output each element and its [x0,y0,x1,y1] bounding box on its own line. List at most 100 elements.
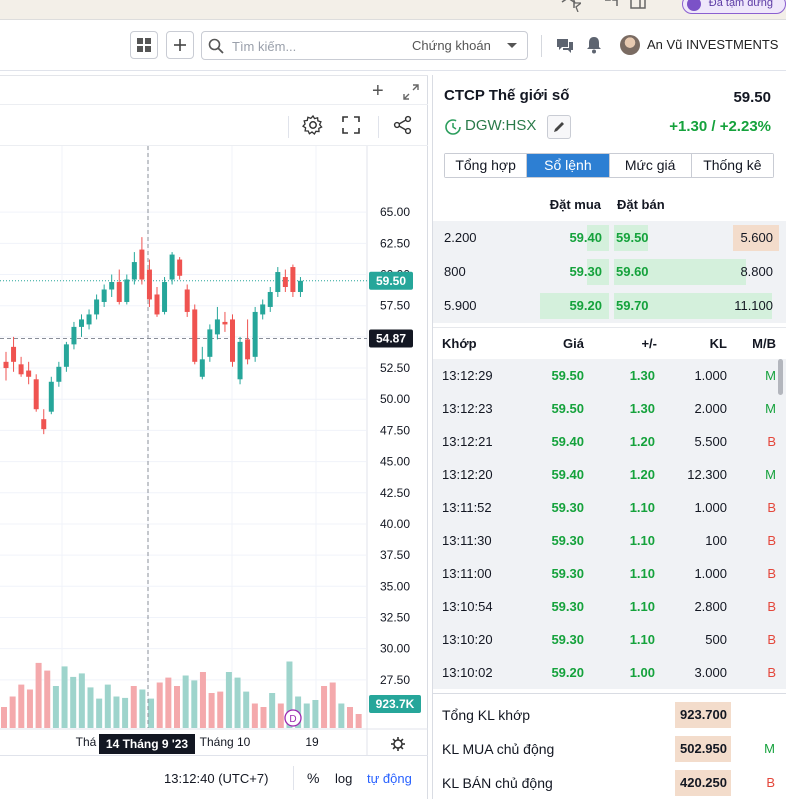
volume-bar [113,696,120,728]
candle-body [214,319,220,335]
sidebar-icon[interactable] [630,0,646,12]
trades-header: Khớp Giá +/- KL M/B [433,327,786,355]
table-row[interactable]: 13:10:20 59.30 1.10 500 B [433,623,786,656]
candle-body [3,361,9,369]
expand-icon[interactable] [403,84,419,100]
ask-qty: 11.100 [734,298,773,313]
tab-summary[interactable]: Tổng hợp [445,154,528,177]
y-tick-label: 65.00 [380,205,410,219]
tab-price-levels[interactable]: Mức giá [609,154,692,177]
share-icon[interactable] [393,115,413,135]
plus-icon [174,39,186,51]
order-book-row[interactable]: 5.900 59.20 59.70 11.100 [433,289,786,323]
stock-symbol[interactable]: DGW:HSX [465,117,537,134]
tool-divider [288,116,289,138]
add-chart-button[interactable]: + [372,80,384,102]
user-name[interactable]: An Vũ INVESTMENTS [647,37,779,52]
order-book-row[interactable]: 800 59.30 59.60 8.800 [433,255,786,289]
star-icon[interactable] [565,0,581,12]
x-tick-label: Thá [76,735,97,749]
volume-bar [312,700,319,728]
candle-body [79,319,84,327]
tab-order-book[interactable]: Sổ lệnh [527,154,610,177]
candle-body [230,319,235,362]
trades-list[interactable]: 13:12:29 59.50 1.30 1.000 M 13:12:23 59.50 1.30… [433,359,786,689]
auto-scale-button[interactable]: tự động [367,771,412,786]
trade-price: 59.40 [551,434,584,449]
puzzle-icon[interactable] [603,0,619,12]
table-row[interactable]: 13:12:20 59.40 1.20 12.300 M [433,458,786,491]
volume-bar [208,693,215,728]
trade-price: 59.30 [551,500,584,515]
clock-refresh-icon [445,119,461,135]
candle-body [192,309,198,362]
price-change: +1.30 / +2.23% [669,118,771,135]
chat-icon[interactable] [556,37,574,55]
add-button[interactable] [166,31,194,59]
volume-bar [347,707,353,728]
ask-qty: 5.600 [740,230,773,245]
gear-icon[interactable] [302,114,324,136]
candle-body [169,254,175,280]
search-box[interactable]: Chứng khoán [201,31,528,60]
table-row[interactable]: 13:12:29 59.50 1.30 1.000 M [433,359,786,392]
bottom-divider [293,766,294,790]
table-row[interactable]: 13:10:02 59.20 1.00 3.000 B [433,656,786,689]
volume-bar [355,714,362,728]
profile-paused-pill[interactable]: Đã tạm dừng [681,0,786,14]
order-book-row[interactable]: 2.200 59.40 59.50 5.600 [433,221,786,255]
crosshair-price-badge [369,329,413,348]
trade-time: 13:11:00 [442,566,492,581]
last-price-label: 59.50 [376,274,406,288]
bell-icon[interactable] [586,36,602,54]
volume-bar [44,670,51,728]
table-row[interactable]: 13:11:52 59.30 1.10 1.000 B [433,491,786,524]
trade-volume: 100 [705,533,727,548]
avatar[interactable] [620,35,640,55]
edit-symbol-button[interactable] [547,115,571,139]
table-row[interactable]: 13:11:00 59.30 1.10 1.000 B [433,557,786,590]
candle-body [109,282,115,290]
bid-price: 59.30 [569,264,602,279]
chevron-down-icon[interactable] [507,43,517,48]
bid-depth-bar [587,259,609,285]
ask-price: 59.70 [616,298,649,313]
tab-statistics[interactable]: Thống kê [691,154,773,177]
search-input[interactable] [232,35,402,57]
axis-settings-icon[interactable] [391,737,405,751]
log-scale-button[interactable]: log [335,771,353,786]
ask-price: 59.50 [616,230,649,245]
ask-price: 59.60 [616,264,649,279]
candle-body [245,339,251,360]
trade-side: B [767,599,776,614]
y-tick-label: 45.00 [380,455,410,469]
volume-bar [156,682,163,728]
layout-grid-button[interactable] [130,31,158,59]
table-row[interactable]: 13:11:30 59.30 1.10 100 B [433,524,786,557]
volume-bar [303,703,310,728]
trade-side: B [767,500,776,515]
table-row[interactable]: 13:12:23 59.50 1.30 2.000 M [433,392,786,425]
table-row[interactable]: 13:12:21 59.40 1.20 5.500 B [433,425,786,458]
candlestick-chart[interactable]: 65.0062.5060.0057.5055.0052.5050.0047.50… [0,146,428,755]
candle-body [41,419,47,430]
candle-body [154,294,160,315]
y-tick-label: 42.50 [380,486,410,500]
trade-change: 1.30 [629,368,655,383]
percent-scale-button[interactable]: % [307,770,320,786]
extension-icon[interactable] [560,0,576,12]
volume-bar [70,676,77,728]
trade-change: 1.10 [629,599,655,614]
active-buy-value: 502.950 [675,736,731,762]
candle-body [177,259,183,276]
volume-bar [329,682,336,728]
active-buy-label: KL MUA chủ động [442,741,555,757]
trade-side: B [767,533,776,548]
order-book-panel: CTCP Thế giới số 59.50 DGW:HSX +1.30 / +… [432,75,786,799]
search-category-select[interactable]: Chứng khoán [412,38,491,53]
table-row[interactable]: 13:10:54 59.30 1.10 2.800 B [433,590,786,623]
trades-scrollbar[interactable] [778,359,783,395]
trade-change: 1.20 [629,467,655,482]
candle-body [11,346,17,362]
fullscreen-icon[interactable] [341,115,361,135]
